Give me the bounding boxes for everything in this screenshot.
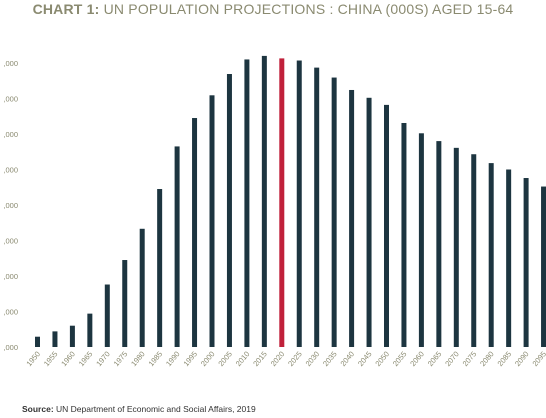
x-tick-label: 2035: [321, 350, 339, 369]
x-tick-label: 2000: [199, 350, 217, 369]
bars: [35, 55, 546, 348]
x-tick-label: 2005: [216, 350, 234, 369]
y-tick-label: ,000: [3, 308, 18, 317]
chart-title-lead: CHART 1:: [32, 1, 100, 17]
bar-2050: [384, 104, 389, 347]
y-tick-label: ,000: [3, 201, 18, 210]
source-label: Source:: [22, 404, 54, 414]
bar-2070: [453, 147, 459, 347]
x-tick-label: 1955: [42, 350, 60, 369]
bar-2060: [418, 133, 424, 347]
bar-2080: [488, 163, 494, 347]
x-tick-label: 1950: [24, 350, 42, 369]
bar-1980: [139, 228, 145, 347]
y-tick-label: ,000: [3, 130, 18, 139]
bar-2065: [436, 141, 442, 347]
bar-2095: [541, 186, 546, 347]
x-axis-ticks: 1950 1955 1960 1965 1970 1975 1980 1985 1990 1995…: [24, 350, 546, 369]
x-tick-label: 2030: [304, 350, 322, 369]
bar-1975: [122, 260, 128, 347]
x-tick-label: 2040: [339, 350, 357, 369]
bar-2010: [244, 59, 250, 347]
x-tick-label: 2090: [513, 350, 531, 369]
bar-2025: [296, 60, 302, 347]
bar-2045: [366, 97, 372, 347]
x-tick-label: 2010: [234, 350, 252, 369]
bar-2075: [471, 154, 477, 347]
x-tick-label: 2055: [391, 350, 409, 369]
x-tick-label: 2050: [373, 350, 391, 369]
x-tick-label: 1985: [147, 350, 165, 369]
x-tick-label: 2065: [426, 350, 444, 369]
x-tick-label: 1970: [94, 350, 112, 369]
y-tick-label: ,000: [3, 343, 18, 352]
x-tick-label: 2015: [251, 350, 269, 369]
bar-2000: [209, 95, 215, 348]
bar-2090: [523, 178, 529, 347]
bar-1995: [192, 118, 198, 348]
source-text: UN Department of Economic and Social Aff…: [53, 404, 256, 414]
x-tick-label: 2070: [443, 350, 461, 369]
x-tick-label: 2020: [269, 350, 287, 369]
bar-2035: [331, 77, 337, 348]
y-tick-label: ,000: [3, 95, 18, 104]
source-note: Source: UN Department of Economic and So…: [22, 404, 256, 414]
x-tick-label: 2085: [496, 350, 514, 369]
bar-2030: [314, 67, 320, 348]
y-tick-label: ,000: [3, 166, 18, 175]
y-axis-ticks: ,000 ,000 ,000 ,000 ,000 ,000 ,000 ,000 ,000: [3, 59, 18, 352]
x-tick-label: 2025: [286, 350, 304, 369]
chart-title-rest: UN POPULATION PROJECTIONS : CHINA (000S)…: [99, 1, 514, 17]
x-tick-label: 1995: [181, 350, 199, 369]
x-tick-label: 2045: [356, 350, 374, 369]
bar-2085: [506, 169, 512, 347]
x-tick-label: 1975: [112, 350, 130, 369]
bar-1985: [157, 189, 163, 347]
bar-2015: [261, 55, 267, 348]
x-tick-label: 2075: [461, 350, 479, 369]
x-tick-label: 1960: [59, 350, 77, 369]
bar-2055: [401, 122, 407, 348]
x-tick-label: 1965: [77, 350, 95, 369]
bar-1970: [104, 284, 110, 347]
bar-2040: [349, 89, 355, 347]
bar-highlight-2020: [279, 58, 285, 347]
bar-2005: [226, 74, 232, 347]
x-tick-label: 2095: [530, 350, 546, 369]
bar-1950: [35, 336, 40, 347]
bar-1955: [52, 331, 58, 347]
bar-1960: [69, 325, 75, 347]
x-tick-label: 1990: [164, 350, 182, 369]
x-tick-label: 2060: [408, 350, 426, 369]
y-tick-label: ,000: [3, 59, 18, 68]
bar-1965: [87, 313, 93, 347]
x-tick-label: 1980: [129, 350, 147, 369]
y-tick-label: ,000: [3, 272, 18, 281]
y-tick-label: ,000: [3, 237, 18, 246]
x-tick-label: 2080: [478, 350, 496, 369]
chart-title: CHART 1: UN POPULATION PROJECTIONS : CHI…: [0, 0, 546, 18]
bar-1990: [174, 146, 180, 347]
